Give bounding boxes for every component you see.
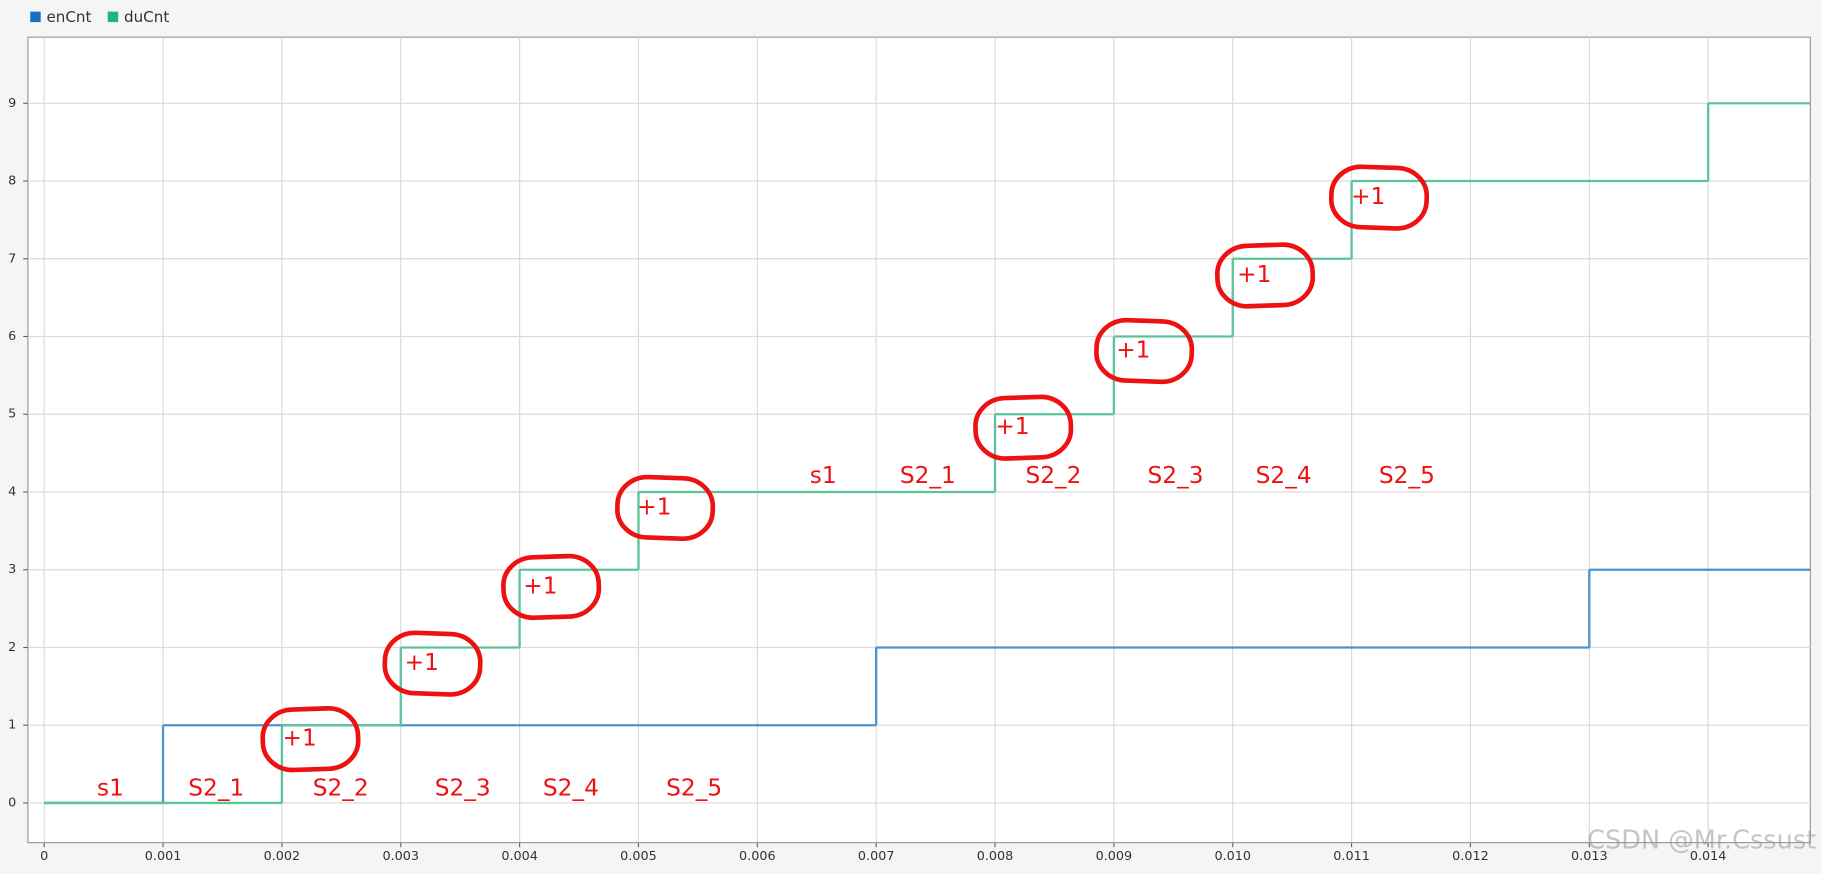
y-tick-label: 8 bbox=[8, 174, 16, 189]
increment-label: +1 bbox=[283, 725, 317, 752]
y-tick-label: 5 bbox=[8, 407, 16, 422]
watermark: CSDN @Mr.Cssust bbox=[1587, 825, 1816, 855]
y-tick-label: 6 bbox=[8, 329, 16, 344]
highlight-circle bbox=[501, 553, 602, 621]
x-tick-label: 0 bbox=[40, 849, 48, 864]
annotation-label: S2_4 bbox=[543, 775, 599, 802]
increment-label: +1 bbox=[523, 572, 557, 599]
x-tick-label: 0.002 bbox=[264, 849, 301, 864]
x-tick-label: 0.003 bbox=[382, 849, 419, 864]
increment-label: +1 bbox=[1351, 183, 1385, 210]
legend-swatch bbox=[30, 11, 41, 23]
x-tick-label: 0.007 bbox=[858, 849, 895, 864]
increment-label: +1 bbox=[637, 493, 671, 520]
annotation-label: s1 bbox=[810, 462, 837, 489]
y-tick-label: 3 bbox=[8, 562, 16, 577]
x-tick-label: 0.004 bbox=[501, 849, 538, 864]
annotation-label: S2_5 bbox=[1379, 462, 1435, 489]
legend-label: duCnt bbox=[124, 8, 169, 26]
x-tick-label: 0.013 bbox=[1571, 849, 1608, 864]
x-tick-label: 0.010 bbox=[1214, 849, 1251, 864]
annotation-label: S2_5 bbox=[666, 775, 722, 802]
x-tick-label: 0.011 bbox=[1333, 849, 1370, 864]
y-tick-label: 7 bbox=[8, 251, 16, 266]
x-tick-label: 0.006 bbox=[739, 849, 776, 864]
highlight-circle bbox=[260, 706, 361, 773]
x-tick-label: 0.012 bbox=[1452, 849, 1489, 864]
increment-label: +1 bbox=[405, 649, 439, 676]
highlight-circle bbox=[1094, 317, 1195, 385]
legend-label: enCnt bbox=[47, 8, 92, 26]
y-tick-label: 4 bbox=[8, 484, 16, 499]
x-tick-label: 0.014 bbox=[1690, 849, 1727, 864]
increment-label: +1 bbox=[1116, 336, 1150, 363]
annotation-label: S2_4 bbox=[1256, 462, 1312, 489]
annotation-label: S2_2 bbox=[1025, 462, 1081, 489]
annotation-label: S2_3 bbox=[435, 775, 491, 802]
increment-label: +1 bbox=[995, 413, 1029, 440]
x-tick-label: 0.005 bbox=[620, 849, 657, 864]
annotation-label: s1 bbox=[97, 775, 124, 802]
highlight-circle bbox=[973, 394, 1074, 461]
highlight-circle bbox=[1214, 242, 1316, 309]
y-tick-label: 9 bbox=[8, 96, 16, 111]
plot-area bbox=[27, 36, 1811, 844]
annotation-label: S2_3 bbox=[1148, 462, 1204, 489]
annotation-label: S2_1 bbox=[900, 462, 956, 489]
legend-swatch bbox=[107, 11, 119, 23]
highlight-circle bbox=[1328, 164, 1430, 231]
annotation-label: S2_1 bbox=[188, 775, 244, 802]
y-tick-label: 1 bbox=[8, 718, 16, 733]
x-tick-label: 0.001 bbox=[145, 849, 182, 864]
highlight-circle bbox=[615, 474, 716, 542]
highlight-circle bbox=[382, 630, 483, 697]
increment-label: +1 bbox=[1237, 261, 1271, 288]
annotation-label: S2_2 bbox=[313, 775, 369, 802]
x-tick-label: 0.008 bbox=[977, 849, 1014, 864]
y-tick-label: 2 bbox=[8, 640, 16, 655]
x-tick-label: 0.009 bbox=[1096, 849, 1133, 864]
y-tick-label: 0 bbox=[8, 795, 16, 810]
